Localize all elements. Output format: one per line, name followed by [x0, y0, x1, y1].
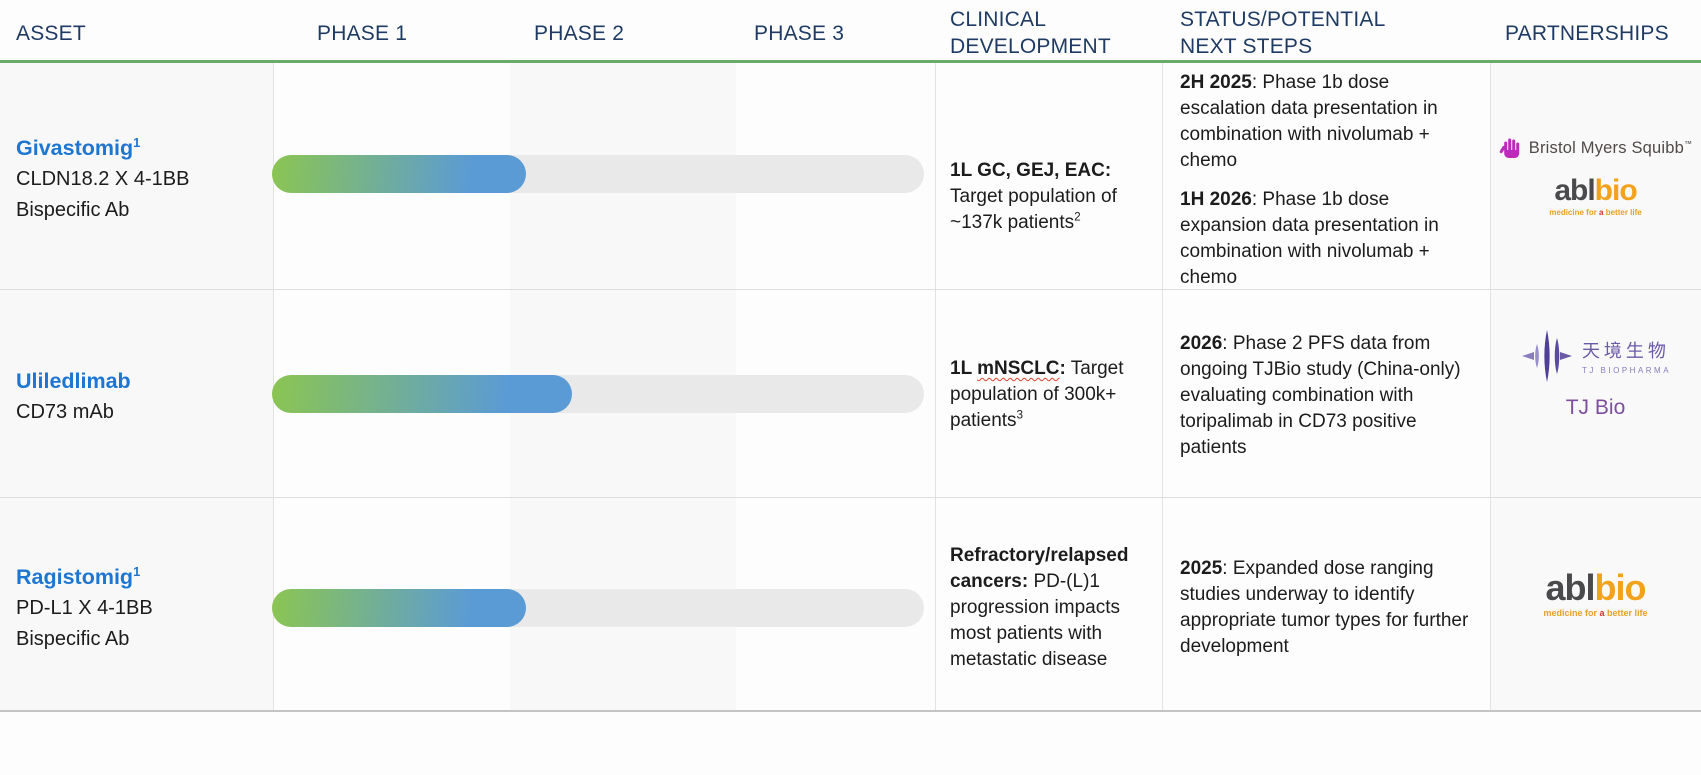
clinical-development-cell: Refractory/relapsed cancers: PD-(L)1 pro… [950, 543, 1150, 673]
partnerships-cell: 天境生物 TJ BIOPHARMA TJ Bio [1490, 328, 1701, 420]
grid-line-vertical [1162, 63, 1163, 711]
ablbio-bio: bio [1594, 567, 1647, 608]
clinical-lead-post: : [1059, 358, 1066, 379]
bms-hand-icon [1499, 138, 1519, 158]
ablbio-abl: abl [1554, 174, 1595, 207]
status-text: : Phase 2 PFS data from ongoing TJBio st… [1180, 333, 1461, 458]
col-header-status: STATUS/POTENTIAL NEXT STEPS [1180, 8, 1385, 58]
status-paragraph: 2025: Expanded dose ranging studies unde… [1180, 556, 1472, 660]
ablbio-logo: ablbio medicine for a better life [1549, 176, 1641, 218]
partnerships-cell: Bristol Myers Squibb™ ablbio medicine fo… [1490, 136, 1701, 217]
phase-bar-fill-1 [272, 375, 572, 413]
row-separator [0, 289, 1701, 290]
clinical-text: PD-(L)1 progression impacts most patient… [950, 571, 1121, 670]
grid-line-vertical [935, 63, 936, 711]
asset-name-footnote: 1 [133, 563, 141, 579]
row-separator [0, 497, 1701, 498]
tjbio-english-name: TJ BIOPHARMA [1581, 366, 1672, 375]
tjbio-logo: 天境生物 TJ BIOPHARMA [1520, 328, 1671, 384]
status-date: 1H 2026 [1180, 189, 1252, 210]
clinical-lead-pre: 1L [950, 358, 978, 379]
ablbio-tagline: medicine for a better life [1549, 208, 1641, 217]
asset-target: CD73 mAb [16, 401, 114, 423]
status-paragraph: 1H 2026: Phase 1b dose expansion data pr… [1180, 187, 1472, 291]
tjbio-label: TJ Bio [1565, 396, 1626, 419]
ablbio-abl: abl [1545, 567, 1595, 608]
status-cell: 2026: Phase 2 PFS data from ongoing TJBi… [1180, 331, 1472, 474]
asset-modality: Bispecific Ab [16, 628, 130, 650]
ablbio-logo: ablbio medicine for a better life [1543, 570, 1647, 619]
status-cell: 2025: Expanded dose ranging studies unde… [1180, 556, 1472, 673]
clinical-footnote: 3 [1016, 408, 1024, 422]
status-text: : Phase 1b dose escalation data presenta… [1180, 72, 1438, 171]
ablbio-wordmark: ablbio [1549, 176, 1641, 206]
bms-name: Bristol Myers Squibb [1528, 138, 1685, 157]
bristol-myers-squibb-logo: Bristol Myers Squibb™ [1499, 136, 1693, 160]
clinical-lead: 1L GC, GEJ, EAC: [950, 160, 1112, 181]
phase-bar-track [272, 589, 924, 627]
asset-name: Givastomig1 [16, 133, 189, 164]
asset-name-text: Ragistomig [16, 565, 134, 589]
tagline-text: medicine for [1549, 208, 1600, 217]
col-header-asset: ASSET [16, 22, 86, 45]
asset-name-text: Uliledlimab [16, 369, 131, 393]
tagline-text: medicine for [1543, 608, 1600, 618]
status-paragraph: 2H 2025: Phase 1b dose escalation data p… [1180, 70, 1472, 174]
status-text: : Phase 1b dose expansion data presentat… [1180, 189, 1439, 288]
tagline-a: a [1599, 608, 1605, 618]
ablbio-tagline: medicine for a better life [1543, 608, 1647, 618]
status-date: 2025 [1180, 558, 1223, 579]
ablbio-bio: bio [1594, 174, 1638, 207]
col-header-clinical: CLINICAL DEVELOPMENT [950, 8, 1111, 58]
phase-bar-fill-2 [272, 589, 527, 627]
asset-target: PD-L1 X 4-1BB [16, 597, 153, 619]
bms-logo-text: Bristol Myers Squibb™ [1529, 139, 1693, 158]
asset-column-background [0, 63, 273, 711]
status-text: : Expanded dose ranging studies underway… [1180, 558, 1469, 657]
asset-name: Ragistomig1 [16, 562, 153, 593]
asset-cell: Uliledlimab CD73 mAb [16, 366, 131, 428]
clinical-development-cell: 1L GC, GEJ, EAC: Target population of ~1… [950, 158, 1150, 236]
tjbio-chinese-name: 天境生物 [1581, 341, 1670, 361]
header-underline-rule [0, 60, 1701, 63]
asset-name-footnote: 1 [133, 134, 141, 150]
table-bottom-rule [0, 710, 1701, 712]
ablbio-wordmark: ablbio [1543, 570, 1647, 606]
phase-bar-track [272, 155, 924, 193]
asset-name: Uliledlimab [16, 366, 131, 397]
col-header-phase1: PHASE 1 [317, 22, 408, 45]
partnerships-column-background [1490, 63, 1701, 711]
phase-bar-track [272, 375, 924, 413]
clinical-footnote: 2 [1074, 210, 1081, 224]
status-date: 2H 2025 [1180, 72, 1252, 93]
asset-name-text: Givastomig [16, 136, 134, 160]
col-header-phase3: PHASE 3 [754, 22, 845, 45]
col-header-partnerships: PARTNERSHIPS [1505, 22, 1669, 45]
phase-bar-fill-0 [272, 155, 527, 193]
status-date: 2026 [1180, 333, 1223, 354]
tjbio-mark-icon [1521, 330, 1572, 382]
tagline-text: better life [1604, 608, 1648, 618]
clinical-lead: Refractory/relapsed cancers: [950, 545, 1129, 592]
clinical-text: Target population of ~137k patients [950, 186, 1117, 233]
partnerships-cell: ablbio medicine for a better life [1490, 570, 1701, 619]
asset-modality: Bispecific Ab [16, 199, 130, 221]
col-header-phase2: PHASE 2 [534, 22, 625, 45]
asset-target: CLDN18.2 X 4-1BB [16, 168, 190, 190]
tagline-a: a [1599, 208, 1604, 217]
bms-trademark: ™ [1684, 139, 1693, 148]
clinical-development-cell: 1L mNSCLC: Target population of 300k+ pa… [950, 356, 1150, 434]
asset-cell: Ragistomig1 PD-L1 X 4-1BB Bispecific Ab [16, 562, 153, 655]
grid-line-vertical [1490, 63, 1491, 711]
tagline-text: better life [1603, 208, 1642, 217]
status-paragraph: 2026: Phase 2 PFS data from ongoing TJBi… [1180, 331, 1472, 461]
clinical-lead: 1L mNSCLC: [950, 358, 1066, 379]
tjbio-logo-text: 天境生物 TJ BIOPHARMA [1582, 337, 1671, 375]
status-cell: 2H 2025: Phase 1b dose escalation data p… [1180, 70, 1472, 304]
clinical-text: Target population of 300k+ patients [950, 358, 1124, 431]
clinical-spellcheck-word: mNSCLC [977, 358, 1060, 379]
asset-cell: Givastomig1 CLDN18.2 X 4-1BB Bispecific … [16, 133, 189, 226]
